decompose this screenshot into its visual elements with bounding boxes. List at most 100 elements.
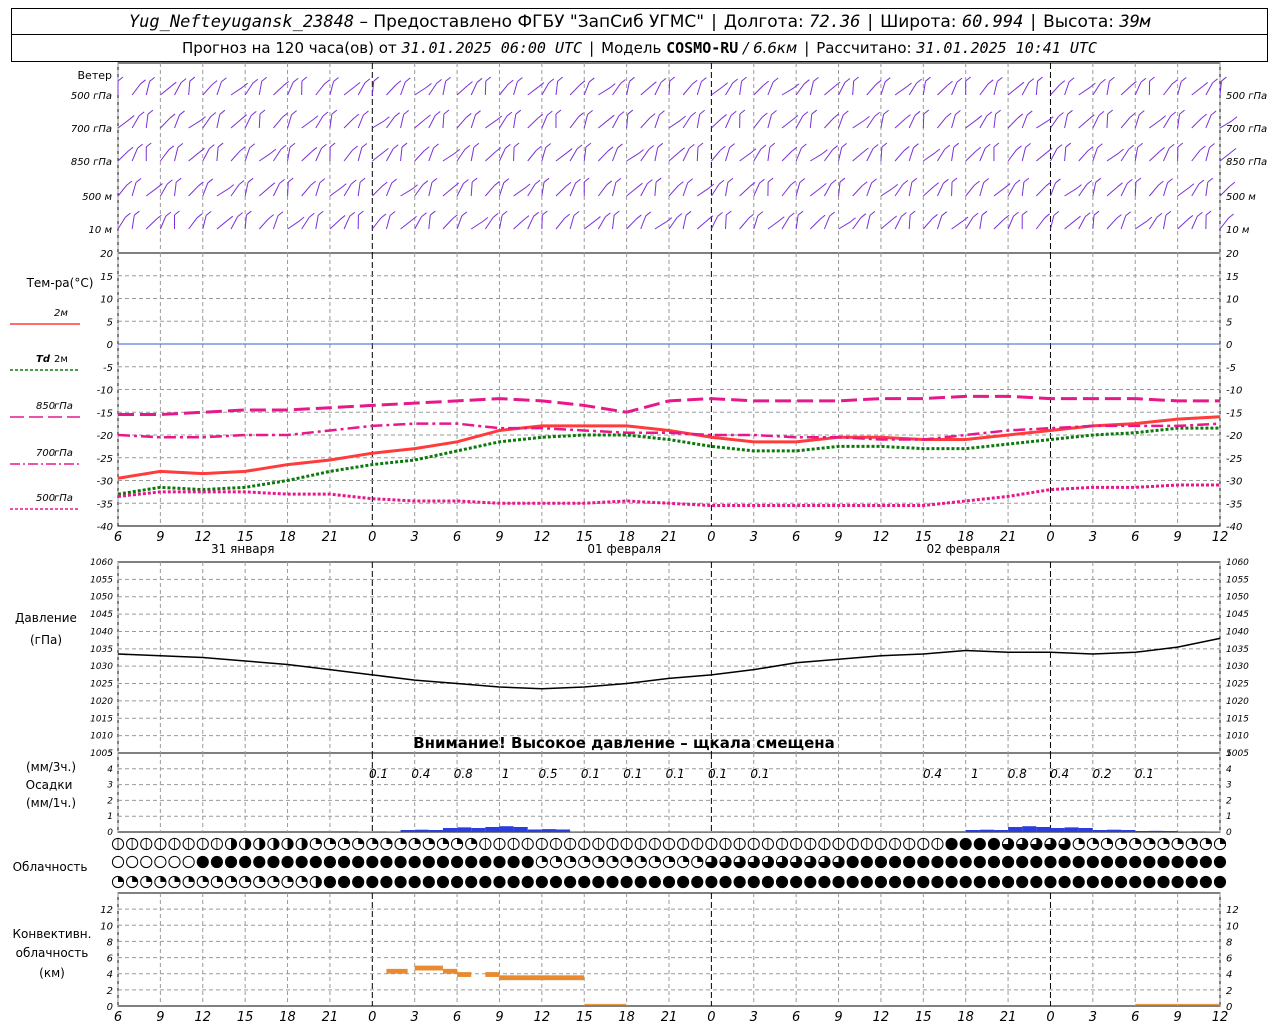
wind-barb-feather (411, 215, 417, 221)
wind-barb-feather (750, 148, 757, 154)
wind-barb (513, 81, 518, 96)
wind-barb-feather (1207, 177, 1214, 183)
wind-barb (343, 117, 355, 129)
cloud-cover-icon (1100, 875, 1114, 889)
lon-label: Долгота: (723, 11, 804, 32)
time-tick-label: 0 (1046, 1010, 1054, 1024)
wind-barb (230, 118, 242, 129)
wind-barb (922, 218, 933, 230)
cloud-cover-icon (535, 875, 548, 889)
cloud-fill (974, 856, 986, 868)
wind-barb (216, 219, 229, 230)
wind-barb (456, 117, 467, 129)
wind-barb (951, 114, 956, 129)
cloud-cover-icon (535, 855, 548, 869)
wind-barb-feather (277, 211, 284, 217)
wind-barb-feather (1168, 143, 1175, 149)
cloud-fill (1200, 856, 1212, 868)
wind-barb (400, 81, 406, 96)
wind-barb-feather (763, 80, 769, 86)
cloud-fill (1002, 876, 1014, 888)
wind-barb (781, 87, 795, 96)
conv-title-2: облачность (16, 946, 89, 960)
cloud-fill (804, 856, 816, 868)
cloud-fill (338, 856, 350, 868)
wind-barb (880, 187, 893, 197)
conv-ytick: 0 (1226, 1002, 1232, 1013)
wind-barb (866, 182, 873, 197)
cloud-cover-icon (465, 855, 478, 869)
time-tick-label: 15 (237, 1010, 254, 1024)
wind-barb-feather (1016, 145, 1022, 151)
cloud-fill (1016, 876, 1028, 888)
cloud-cover-icon (832, 855, 845, 869)
cloud-fill (493, 876, 506, 888)
wind-barb (1120, 116, 1131, 129)
wind-barb-feather (205, 211, 212, 216)
wind-barb (696, 219, 709, 230)
wind-barb (1219, 151, 1232, 162)
wind-barb (866, 84, 877, 96)
wind-barb (626, 153, 639, 162)
cloud-cover-icon (973, 837, 986, 851)
cloud-cover-icon (1213, 875, 1227, 889)
wind-barb (1149, 151, 1160, 162)
precip-3h-label: 0.1 (1135, 767, 1154, 781)
wind-barb (852, 80, 855, 96)
wind-barb-feather (881, 142, 888, 148)
time-tick-label: 6 (792, 1010, 800, 1024)
wind-barb (824, 149, 834, 162)
wind-barb (640, 117, 651, 129)
wind-level-label: 500 гПа (71, 91, 112, 102)
wind-barb (386, 116, 396, 129)
conv-ytick: 4 (107, 970, 113, 981)
wind-barb-feather (467, 81, 473, 87)
temp-ytick: -15 (1226, 408, 1242, 419)
cloud-cover-icon (606, 855, 619, 869)
precip-bar (428, 829, 443, 832)
cloud-cover-icon (1001, 837, 1015, 851)
wind-barb-feather (140, 79, 146, 85)
wind-barb (315, 215, 319, 230)
cloud-cover-icon (267, 875, 280, 889)
wind-barb-feather (261, 76, 268, 82)
wind-barb (612, 182, 617, 197)
wind-barb (753, 183, 760, 197)
cloud-cover-icon (719, 855, 732, 869)
wind-barb (1205, 82, 1214, 96)
wind-barb (527, 183, 536, 197)
wind-barb-feather (298, 216, 305, 222)
wind-barb (1078, 184, 1088, 197)
cloud-fill (903, 876, 915, 888)
temp-ytick: 20 (1226, 249, 1239, 260)
wind-barb (710, 183, 720, 197)
wind-barb-feather (1129, 112, 1136, 118)
conv-ytick: 4 (1226, 970, 1232, 981)
wind-barb (1219, 81, 1222, 96)
cloud-cover-icon (154, 855, 167, 869)
wind-barb-feather (405, 77, 411, 83)
cloud-fill (649, 876, 661, 888)
wind-barb (753, 116, 763, 129)
wind-barb (527, 86, 540, 96)
pressure-ytick: 1030 (1226, 662, 1249, 672)
cloud-cover-icon (309, 837, 322, 851)
cloud-fill (1016, 856, 1028, 868)
wind-barb-feather (319, 178, 326, 184)
cloud-cover-icon (973, 855, 986, 869)
wind-barb (372, 120, 385, 129)
wind-barb (414, 118, 426, 129)
wind-barb (244, 147, 251, 162)
time-tick-label: 18 (279, 1010, 296, 1024)
wind-barb-feather (707, 215, 714, 221)
temp-ytick: -15 (97, 408, 113, 419)
pressure-ytick: 1025 (1226, 680, 1249, 690)
wind-barb-feather (333, 77, 339, 82)
cloud-fill (352, 876, 364, 888)
wind-barb-feather (679, 147, 685, 153)
wind-barb (1050, 116, 1059, 129)
cloud-cover-icon (620, 855, 633, 869)
cloud-fill (160, 876, 166, 882)
wind-barb-feather (545, 143, 552, 148)
wind-barb (244, 115, 252, 129)
